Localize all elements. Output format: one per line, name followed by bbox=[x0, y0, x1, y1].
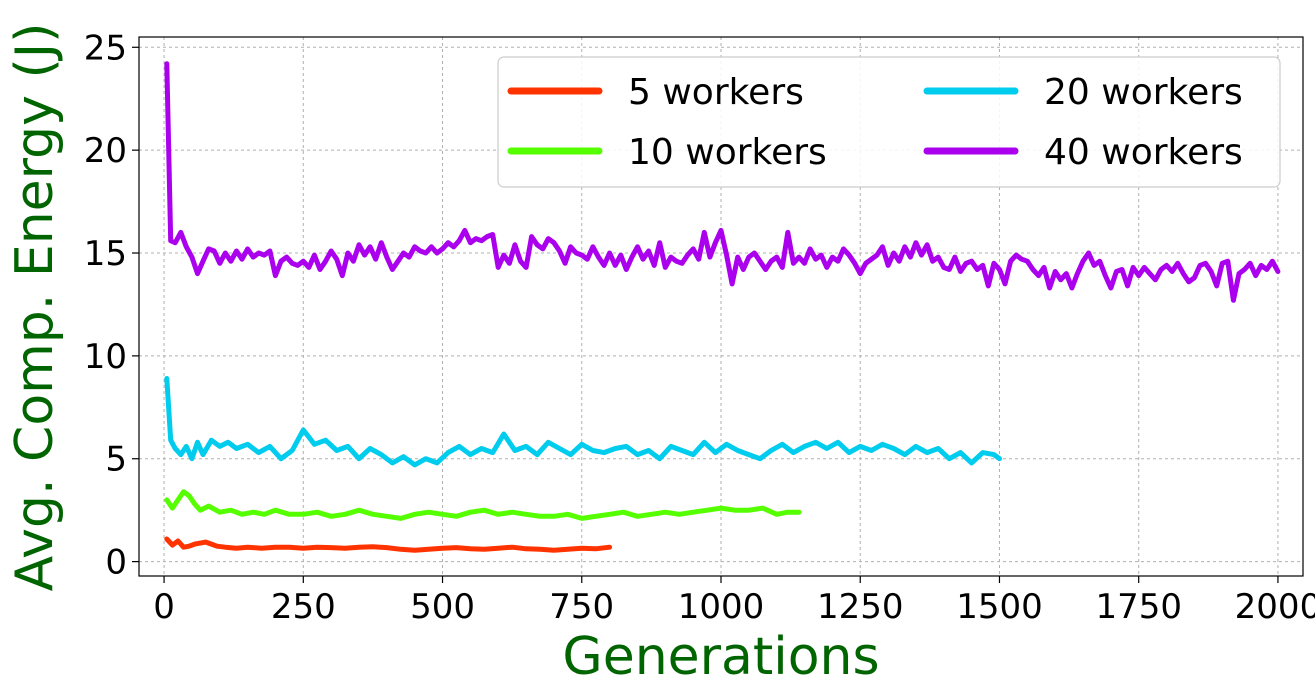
x-tick-label: 1250 bbox=[817, 587, 904, 627]
y-tick-label: 15 bbox=[84, 234, 127, 274]
x-tick-label: 500 bbox=[410, 587, 475, 627]
series-line-5-workers bbox=[164, 536, 613, 553]
series-lines bbox=[164, 61, 1281, 553]
y-tick-label: 10 bbox=[84, 337, 127, 377]
series-line-20-workers bbox=[164, 376, 1002, 468]
legend-frame bbox=[497, 56, 1281, 188]
legend: 5 workers 10 workers 20 workers 40 workers bbox=[497, 56, 1281, 188]
y-tick-label: 5 bbox=[105, 440, 127, 480]
x-tick-label: 1500 bbox=[956, 587, 1043, 627]
y-tick-label: 25 bbox=[84, 28, 127, 68]
legend-label: 10 workers bbox=[628, 132, 827, 173]
series-line-10-workers bbox=[164, 489, 802, 521]
legend-label: 40 workers bbox=[1044, 132, 1243, 173]
x-tick-label: 1750 bbox=[1095, 587, 1182, 627]
series-line-40-workers bbox=[164, 61, 1281, 303]
x-tick-label: 0 bbox=[153, 587, 175, 627]
y-tick-label: 0 bbox=[105, 543, 127, 583]
x-tick-label: 1000 bbox=[678, 587, 765, 627]
x-tick-label: 750 bbox=[549, 587, 614, 627]
y-tick-label: 20 bbox=[84, 131, 127, 171]
y-axis-title: Avg. Comp. Energy (J) bbox=[5, 23, 65, 592]
x-tick-label: 250 bbox=[271, 587, 336, 627]
x-tick-label: 2000 bbox=[1235, 587, 1315, 627]
x-axis-title: Generations bbox=[562, 627, 879, 687]
legend-label: 20 workers bbox=[1044, 72, 1243, 113]
legend-label: 5 workers bbox=[628, 72, 804, 113]
axis-ticks: 0 250 500 750 1000 1250 1500 1750 2000 0 5 10 15 20 25 bbox=[84, 28, 1315, 627]
